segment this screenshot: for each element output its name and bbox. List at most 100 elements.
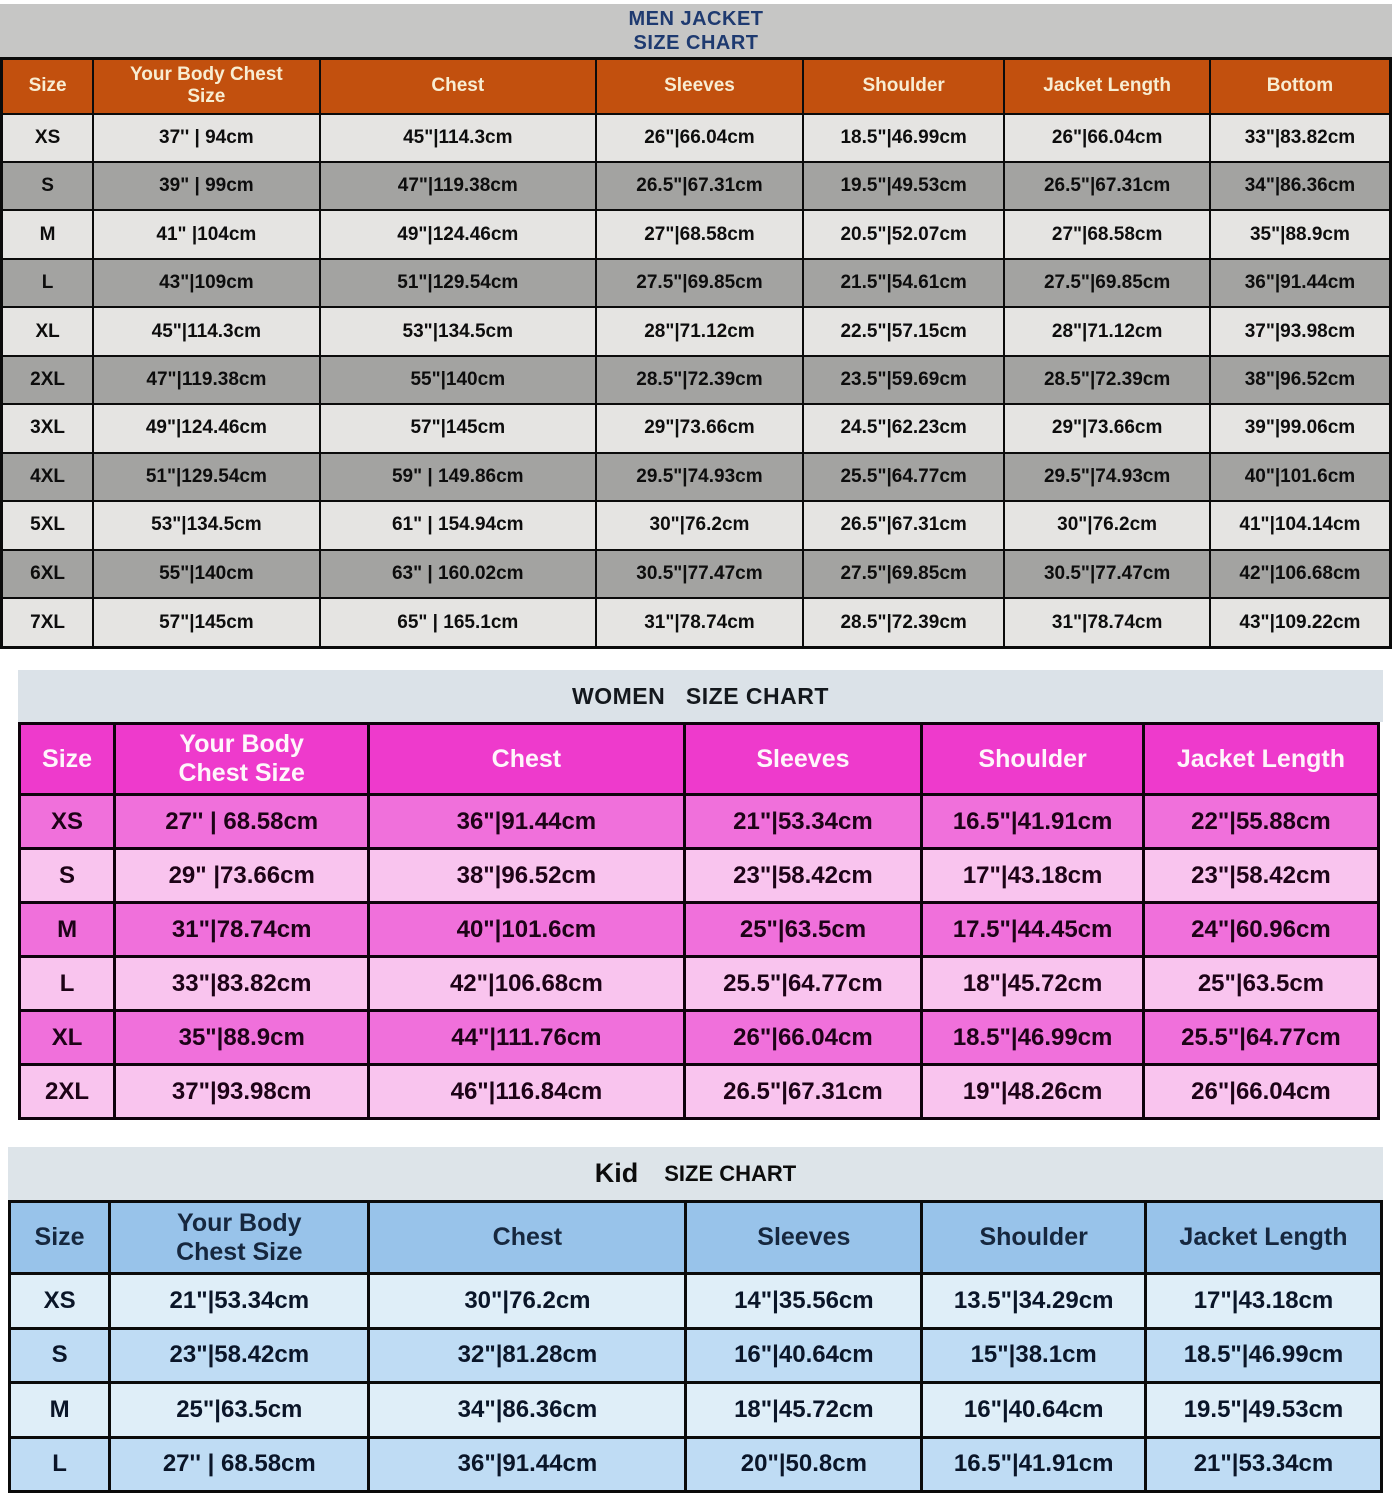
table-row: XS 21"|53.34cm 30"|76.2cm 14"|35.56cm 13.5"|…	[7, 1272, 1384, 1330]
table-row: M 31"|78.74cm 40"|101.6cm 25"|63.5cm 17.5"|4…	[17, 901, 1381, 958]
measurement-cell: 51"|129.54cm	[318, 257, 597, 309]
measurement-cell: 49"|124.46cm	[92, 403, 321, 454]
measurement-cell: 19.5"|49.53cm	[1143, 1381, 1384, 1439]
measurement-cell: 29" |73.66cm	[113, 847, 371, 904]
measurement-cell: 33"|83.82cm	[113, 955, 371, 1012]
table-row: S 23"|58.42cm 32"|81.28cm 16"|40.64cm 15"|38…	[7, 1326, 1384, 1384]
size-cell: 5XL	[0, 500, 95, 551]
column-header-jacket-length: Jacket Length	[1143, 1200, 1384, 1275]
table-row: S 29" |73.66cm 38"|96.52cm 23"|58.42cm 17"|4…	[17, 847, 1381, 904]
column-header-bottom: Bottom	[1208, 57, 1392, 115]
measurement-cell: 37'' | 94cm	[92, 112, 321, 163]
measurement-cell: 55"|140cm	[318, 354, 597, 406]
size-cell: 6XL	[0, 548, 95, 600]
kid-section: Kid SIZE CHART Size Your Body Chest Size…	[0, 1147, 1392, 1493]
men-chart-title: MEN JACKET SIZE CHART	[0, 4, 1392, 57]
size-cell: S	[0, 160, 95, 212]
measurement-cell: 41"|104.14cm	[1208, 500, 1392, 551]
measurement-cell: 43"|109cm	[92, 257, 321, 309]
size-cell: M	[7, 1381, 112, 1439]
men-section: MEN JACKET SIZE CHART Size Your Body Che…	[0, 4, 1392, 649]
men-title-line2: SIZE CHART	[633, 31, 759, 54]
measurement-cell: 16"|40.64cm	[920, 1381, 1147, 1439]
measurement-cell: 18"|45.72cm	[684, 1381, 924, 1439]
women-size-table: Size Your Body Chest Size Chest Sleeves …	[17, 722, 1381, 1120]
column-header-body-chest: Your Body Chest Size	[92, 57, 321, 115]
column-header-shoulder: Shoulder	[801, 57, 1006, 115]
measurement-cell: 40"|101.6cm	[367, 901, 686, 958]
measurement-cell: 27'' | 68.58cm	[113, 793, 371, 850]
measurement-cell: 13.5"|34.29cm	[920, 1272, 1147, 1330]
table-row: M 25"|63.5cm 34"|86.36cm 18"|45.72cm 16"|40.…	[7, 1381, 1384, 1439]
measurement-cell: 63" | 160.02cm	[318, 548, 597, 600]
measurement-cell: 28.5"|72.39cm	[801, 597, 1006, 649]
table-row: 3XL 49"|124.46cm 57"|145cm 29"|73.66cm 24.5"…	[0, 403, 1392, 454]
measurement-cell: 26.5"|67.31cm	[801, 500, 1006, 551]
measurement-cell: 39"|99.06cm	[1208, 403, 1392, 454]
table-row: S 39" | 99cm 47"|119.38cm 26.5"|67.31cm 19.5…	[0, 160, 1392, 212]
kid-table-body: XS 21"|53.34cm 30"|76.2cm 14"|35.56cm 13.5"|…	[7, 1272, 1384, 1493]
measurement-cell: 26.5"|67.31cm	[682, 1063, 924, 1120]
measurement-cell: 30"|76.2cm	[594, 500, 804, 551]
measurement-cell: 29.5"|74.93cm	[1003, 451, 1211, 503]
column-header-body-chest: Your Body Chest Size	[113, 722, 371, 796]
measurement-cell: 33"|83.82cm	[1208, 112, 1392, 163]
measurement-cell: 45"|114.3cm	[318, 112, 597, 163]
measurement-cell: 18"|45.72cm	[920, 955, 1145, 1012]
measurement-cell: 14"|35.56cm	[684, 1272, 924, 1330]
measurement-cell: 36"|91.44cm	[367, 1435, 688, 1493]
measurement-cell: 17"|43.18cm	[920, 847, 1145, 904]
measurement-cell: 26"|66.04cm	[1141, 1063, 1381, 1120]
men-table-header: Size Your Body Chest Size Chest Sleeves …	[0, 57, 1392, 115]
column-header-jacket-length: Jacket Length	[1003, 57, 1211, 115]
size-cell: 3XL	[0, 403, 95, 454]
measurement-cell: 26"|66.04cm	[594, 112, 804, 163]
column-header-size: Size	[0, 57, 95, 115]
column-header-sleeves: Sleeves	[682, 722, 924, 796]
measurement-cell: 41" |104cm	[92, 209, 321, 260]
table-row: L 33"|83.82cm 42"|106.68cm 25.5"|64.77cm 18"…	[17, 955, 1381, 1012]
measurement-cell: 30.5"|77.47cm	[1003, 548, 1211, 600]
measurement-cell: 65" | 165.1cm	[318, 597, 597, 649]
size-cell: 2XL	[0, 354, 95, 406]
women-chart-title: WOMEN SIZE CHART	[18, 670, 1383, 722]
table-row: 2XL 37"|93.98cm 46"|116.84cm 26.5"|67.31cm 1…	[17, 1063, 1381, 1120]
kid-title-rest: SIZE CHART	[664, 1160, 797, 1186]
size-cell: M	[0, 209, 95, 260]
women-table-header: Size Your Body Chest Size Chest Sleeves …	[17, 722, 1381, 796]
measurement-cell: 18.5"|46.99cm	[801, 112, 1006, 163]
measurement-cell: 43"|109.22cm	[1208, 597, 1392, 649]
measurement-cell: 25"|63.5cm	[1141, 955, 1381, 1012]
measurement-cell: 28.5"|72.39cm	[594, 354, 804, 406]
measurement-cell: 31"|78.74cm	[594, 597, 804, 649]
size-cell: S	[17, 847, 117, 904]
measurement-cell: 40"|101.6cm	[1208, 451, 1392, 503]
measurement-cell: 26.5"|67.31cm	[1003, 160, 1211, 212]
measurement-cell: 18.5"|46.99cm	[1143, 1326, 1384, 1384]
measurement-cell: 36"|91.44cm	[367, 793, 686, 850]
measurement-cell: 23"|58.42cm	[1141, 847, 1381, 904]
measurement-cell: 38"|96.52cm	[367, 847, 686, 904]
measurement-cell: 27.5"|69.85cm	[801, 548, 1006, 600]
header-row: Size Your Body Chest Size Chest Sleeves …	[7, 1200, 1384, 1275]
measurement-cell: 27"|68.58cm	[594, 209, 804, 260]
measurement-cell: 25.5"|64.77cm	[1141, 1009, 1381, 1066]
measurement-cell: 16"|40.64cm	[684, 1326, 924, 1384]
column-header-shoulder: Shoulder	[920, 1200, 1147, 1275]
measurement-cell: 49"|124.46cm	[318, 209, 597, 260]
measurement-cell: 34"|86.36cm	[367, 1381, 688, 1439]
measurement-cell: 24.5"|62.23cm	[801, 403, 1006, 454]
size-cell: M	[17, 901, 117, 958]
size-cell: XS	[0, 112, 95, 163]
measurement-cell: 21"|53.34cm	[108, 1272, 371, 1330]
measurement-cell: 36"|91.44cm	[1208, 257, 1392, 309]
measurement-cell: 28"|71.12cm	[594, 306, 804, 357]
measurement-cell: 53"|134.5cm	[318, 306, 597, 357]
measurement-cell: 29.5"|74.93cm	[594, 451, 804, 503]
column-header-jacket-length: Jacket Length	[1141, 722, 1381, 796]
size-cell: XS	[7, 1272, 112, 1330]
measurement-cell: 26"|66.04cm	[1003, 112, 1211, 163]
column-header-sleeves: Sleeves	[684, 1200, 924, 1275]
measurement-cell: 34"|86.36cm	[1208, 160, 1392, 212]
size-cell: XL	[0, 306, 95, 357]
